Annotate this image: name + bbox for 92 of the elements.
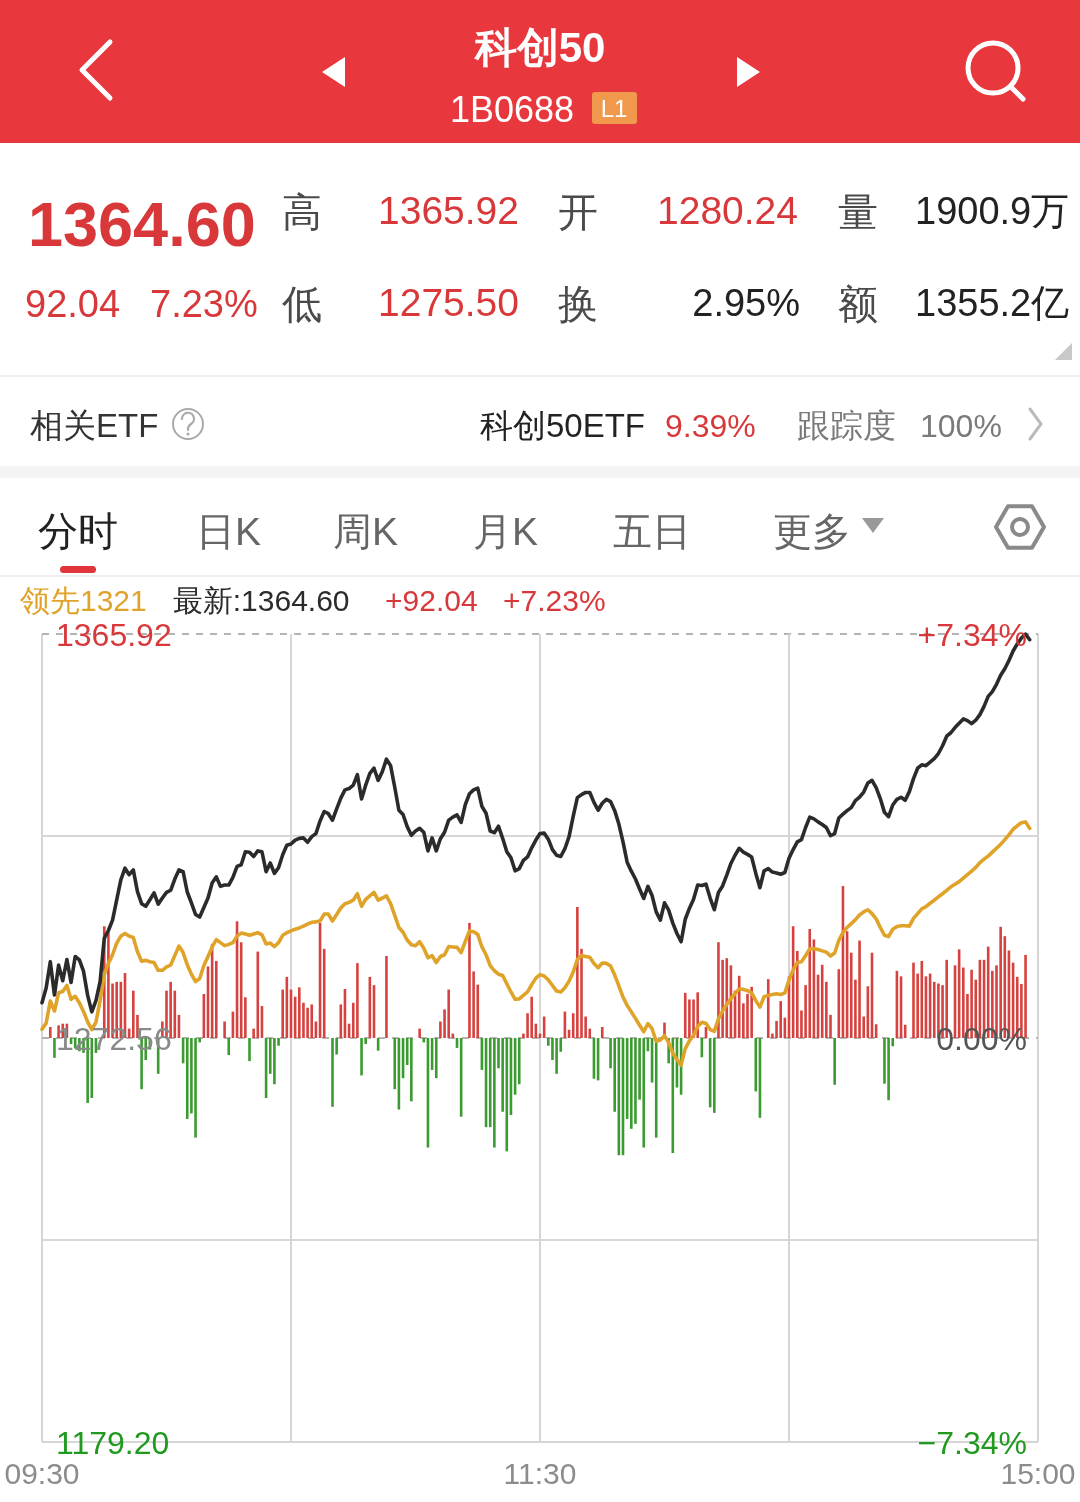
text: 领先1321 <box>20 584 147 617</box>
y-tick-label: 1365.92 <box>56 616 172 653</box>
text: 100% <box>920 408 1002 444</box>
x-tick-label: 11:30 <box>503 1457 577 1490</box>
bar <box>252 1028 255 1038</box>
bar <box>555 1038 558 1074</box>
bar <box>613 1038 616 1112</box>
bar <box>410 1038 413 1102</box>
text: 额 <box>838 282 878 326</box>
bar <box>796 951 799 1038</box>
bar <box>310 1004 314 1038</box>
bar <box>331 1038 334 1107</box>
bar <box>322 948 326 1038</box>
bar <box>779 1001 782 1038</box>
bar <box>903 1024 907 1038</box>
bar <box>808 929 812 1038</box>
text: 1900.9万 <box>915 190 1070 232</box>
chart-subtitle: 1B0688 <box>449 89 575 130</box>
bar <box>223 1021 226 1038</box>
text: 7.23% <box>150 283 258 325</box>
bar <box>530 996 533 1038</box>
bar <box>630 1038 633 1129</box>
text: 低 <box>282 282 322 326</box>
text: 换 <box>558 282 598 326</box>
bar <box>642 1038 646 1148</box>
text: +92.04 <box>385 584 478 617</box>
bar <box>356 963 359 1038</box>
bar <box>654 1038 658 1138</box>
bar <box>683 992 687 1038</box>
bar <box>49 1026 52 1038</box>
bar <box>215 960 218 1038</box>
bar <box>725 958 729 1038</box>
bar <box>385 955 388 1038</box>
bar <box>239 942 243 1038</box>
text: 分时 <box>38 509 118 553</box>
text: +7.23% <box>503 584 606 617</box>
text: 1275.50 <box>378 281 519 324</box>
text: 9.39% <box>665 408 756 444</box>
text: 2.95% <box>692 282 800 324</box>
text: 1365.92 <box>378 189 519 232</box>
line-series <box>40 820 1032 1067</box>
bar <box>281 989 284 1038</box>
text: 1364.60 <box>28 189 256 259</box>
bar <box>820 964 824 1038</box>
bar <box>912 962 915 1038</box>
bar <box>849 952 853 1038</box>
bar <box>468 922 471 1038</box>
text: 92.04 <box>25 283 121 325</box>
bar <box>434 1038 438 1079</box>
y2-tick-label: +7.34% <box>917 616 1027 653</box>
bar <box>501 1038 504 1112</box>
bar <box>713 1038 716 1113</box>
text: L1 <box>600 95 628 122</box>
text: 最新:1364.60 <box>172 584 350 617</box>
bar <box>360 1038 363 1076</box>
bar <box>393 1038 397 1090</box>
text: 1280.24 <box>657 189 798 232</box>
bar <box>418 1028 421 1038</box>
bar <box>227 1038 231 1056</box>
bar <box>717 942 720 1038</box>
text: 周K <box>333 510 399 553</box>
text: 开 <box>558 190 598 234</box>
bar <box>306 1007 309 1038</box>
bar <box>766 979 770 1038</box>
text: 日K <box>196 510 262 553</box>
text: 跟踪度 <box>797 407 896 444</box>
bar <box>447 989 450 1038</box>
bar <box>858 940 861 1038</box>
text: 1355.2亿 <box>915 282 1070 324</box>
bar <box>53 1038 56 1058</box>
bar <box>194 1038 197 1138</box>
bar <box>1024 954 1027 1038</box>
bar <box>887 1038 890 1101</box>
bar <box>517 1038 521 1085</box>
bar <box>185 1038 189 1119</box>
text: 更多 <box>773 510 851 553</box>
bar <box>932 981 936 1038</box>
text: 高 <box>282 190 322 234</box>
text: 相关ETF <box>30 407 159 444</box>
bar <box>833 1038 836 1085</box>
bar <box>576 907 579 1038</box>
bar <box>298 987 301 1038</box>
text: 月K <box>473 510 539 553</box>
text: 量 <box>838 190 878 234</box>
text: 五日 <box>613 510 691 553</box>
bar <box>493 1038 496 1148</box>
bar <box>273 1038 276 1085</box>
chart-title: 科创50 <box>473 24 606 71</box>
bar <box>600 1026 604 1038</box>
bar <box>248 1038 251 1062</box>
text: 科创50ETF <box>479 407 645 444</box>
bar <box>737 975 741 1038</box>
